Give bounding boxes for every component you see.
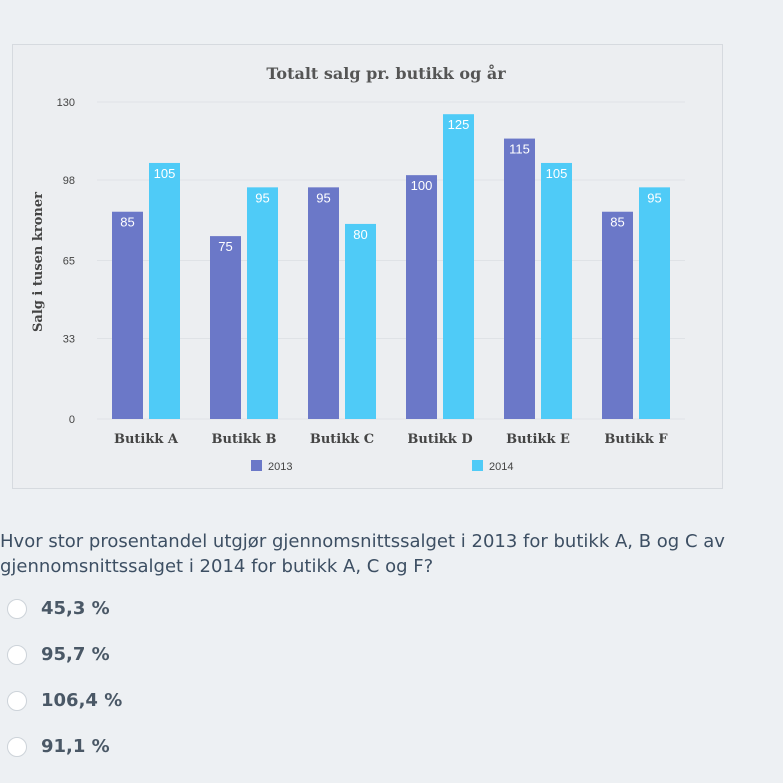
bar-2013[interactable] [308, 187, 339, 419]
question-text: Hvor stor prosentandel utgjør gjennomsni… [0, 531, 725, 577]
bar-chart: Totalt salg pr. butikk og år 0336598130 … [31, 63, 685, 473]
y-tick-label: 0 [69, 414, 75, 426]
answer-option[interactable]: 106,4 % [0, 686, 400, 732]
legend-item[interactable]: 2014 [472, 460, 513, 473]
data-label: 125 [448, 117, 470, 132]
x-category-label: Butikk A [114, 432, 179, 447]
bar-2014[interactable] [639, 187, 670, 419]
bar-2013[interactable] [602, 211, 633, 419]
bar-2013[interactable] [504, 138, 535, 420]
legend-label: 2014 [489, 461, 513, 473]
answer-option-label: 106,4 % [41, 690, 123, 711]
y-tick-label: 33 [63, 334, 75, 346]
radio-button[interactable] [7, 691, 27, 711]
answer-option-label: 45,3 % [41, 598, 110, 619]
y-tick-label: 65 [63, 256, 75, 268]
y-axis-title: Salg i tusen kroner [31, 192, 46, 332]
answer-option[interactable]: 91,1 % [0, 732, 400, 778]
bar-2014[interactable] [247, 187, 278, 419]
y-tick-label: 98 [63, 175, 75, 187]
x-category-label: Butikk E [506, 432, 570, 447]
y-tick-label: 130 [57, 97, 75, 109]
legend-label: 2013 [268, 461, 292, 473]
bar-2013[interactable] [210, 236, 241, 419]
legend-item[interactable]: 2013 [251, 460, 292, 473]
data-label: 95 [647, 190, 661, 205]
data-label: 85 [120, 215, 134, 230]
data-label: 105 [154, 166, 176, 181]
bar-2014[interactable] [443, 114, 474, 419]
answer-option-label: 91,1 % [41, 736, 110, 757]
data-label: 115 [509, 142, 530, 157]
bar-2013[interactable] [406, 175, 437, 419]
x-category-label: Butikk F [604, 432, 668, 447]
radio-button[interactable] [7, 645, 27, 665]
data-label: 100 [411, 178, 433, 193]
answer-option-label: 95,7 % [41, 644, 110, 665]
data-label: 85 [610, 215, 624, 230]
data-label: 95 [255, 190, 269, 205]
answer-options: 45,3 % 95,7 % 106,4 % 91,1 % [0, 594, 400, 778]
data-label: 80 [353, 227, 367, 242]
bar-2014[interactable] [149, 162, 180, 419]
radio-button[interactable] [7, 599, 27, 619]
answer-option[interactable]: 45,3 % [0, 594, 400, 640]
bar-2014[interactable] [541, 162, 572, 419]
answer-option[interactable]: 95,7 % [0, 640, 400, 686]
legend-swatch [472, 460, 483, 471]
bar-2014[interactable] [345, 223, 376, 419]
chart-title: Totalt salg pr. butikk og år [266, 63, 506, 83]
x-category-label: Butikk C [310, 432, 374, 447]
radio-button[interactable] [7, 737, 27, 757]
data-label: 105 [546, 166, 568, 181]
chart-card: Totalt salg pr. butikk og år 0 33 65 98 130 … [12, 44, 723, 489]
bar-2013[interactable] [112, 211, 143, 419]
x-category-label: Butikk D [407, 432, 472, 447]
data-label: 95 [316, 190, 330, 205]
data-label: 75 [218, 239, 232, 254]
x-category-label: Butikk B [212, 432, 277, 447]
legend-swatch [251, 460, 262, 471]
